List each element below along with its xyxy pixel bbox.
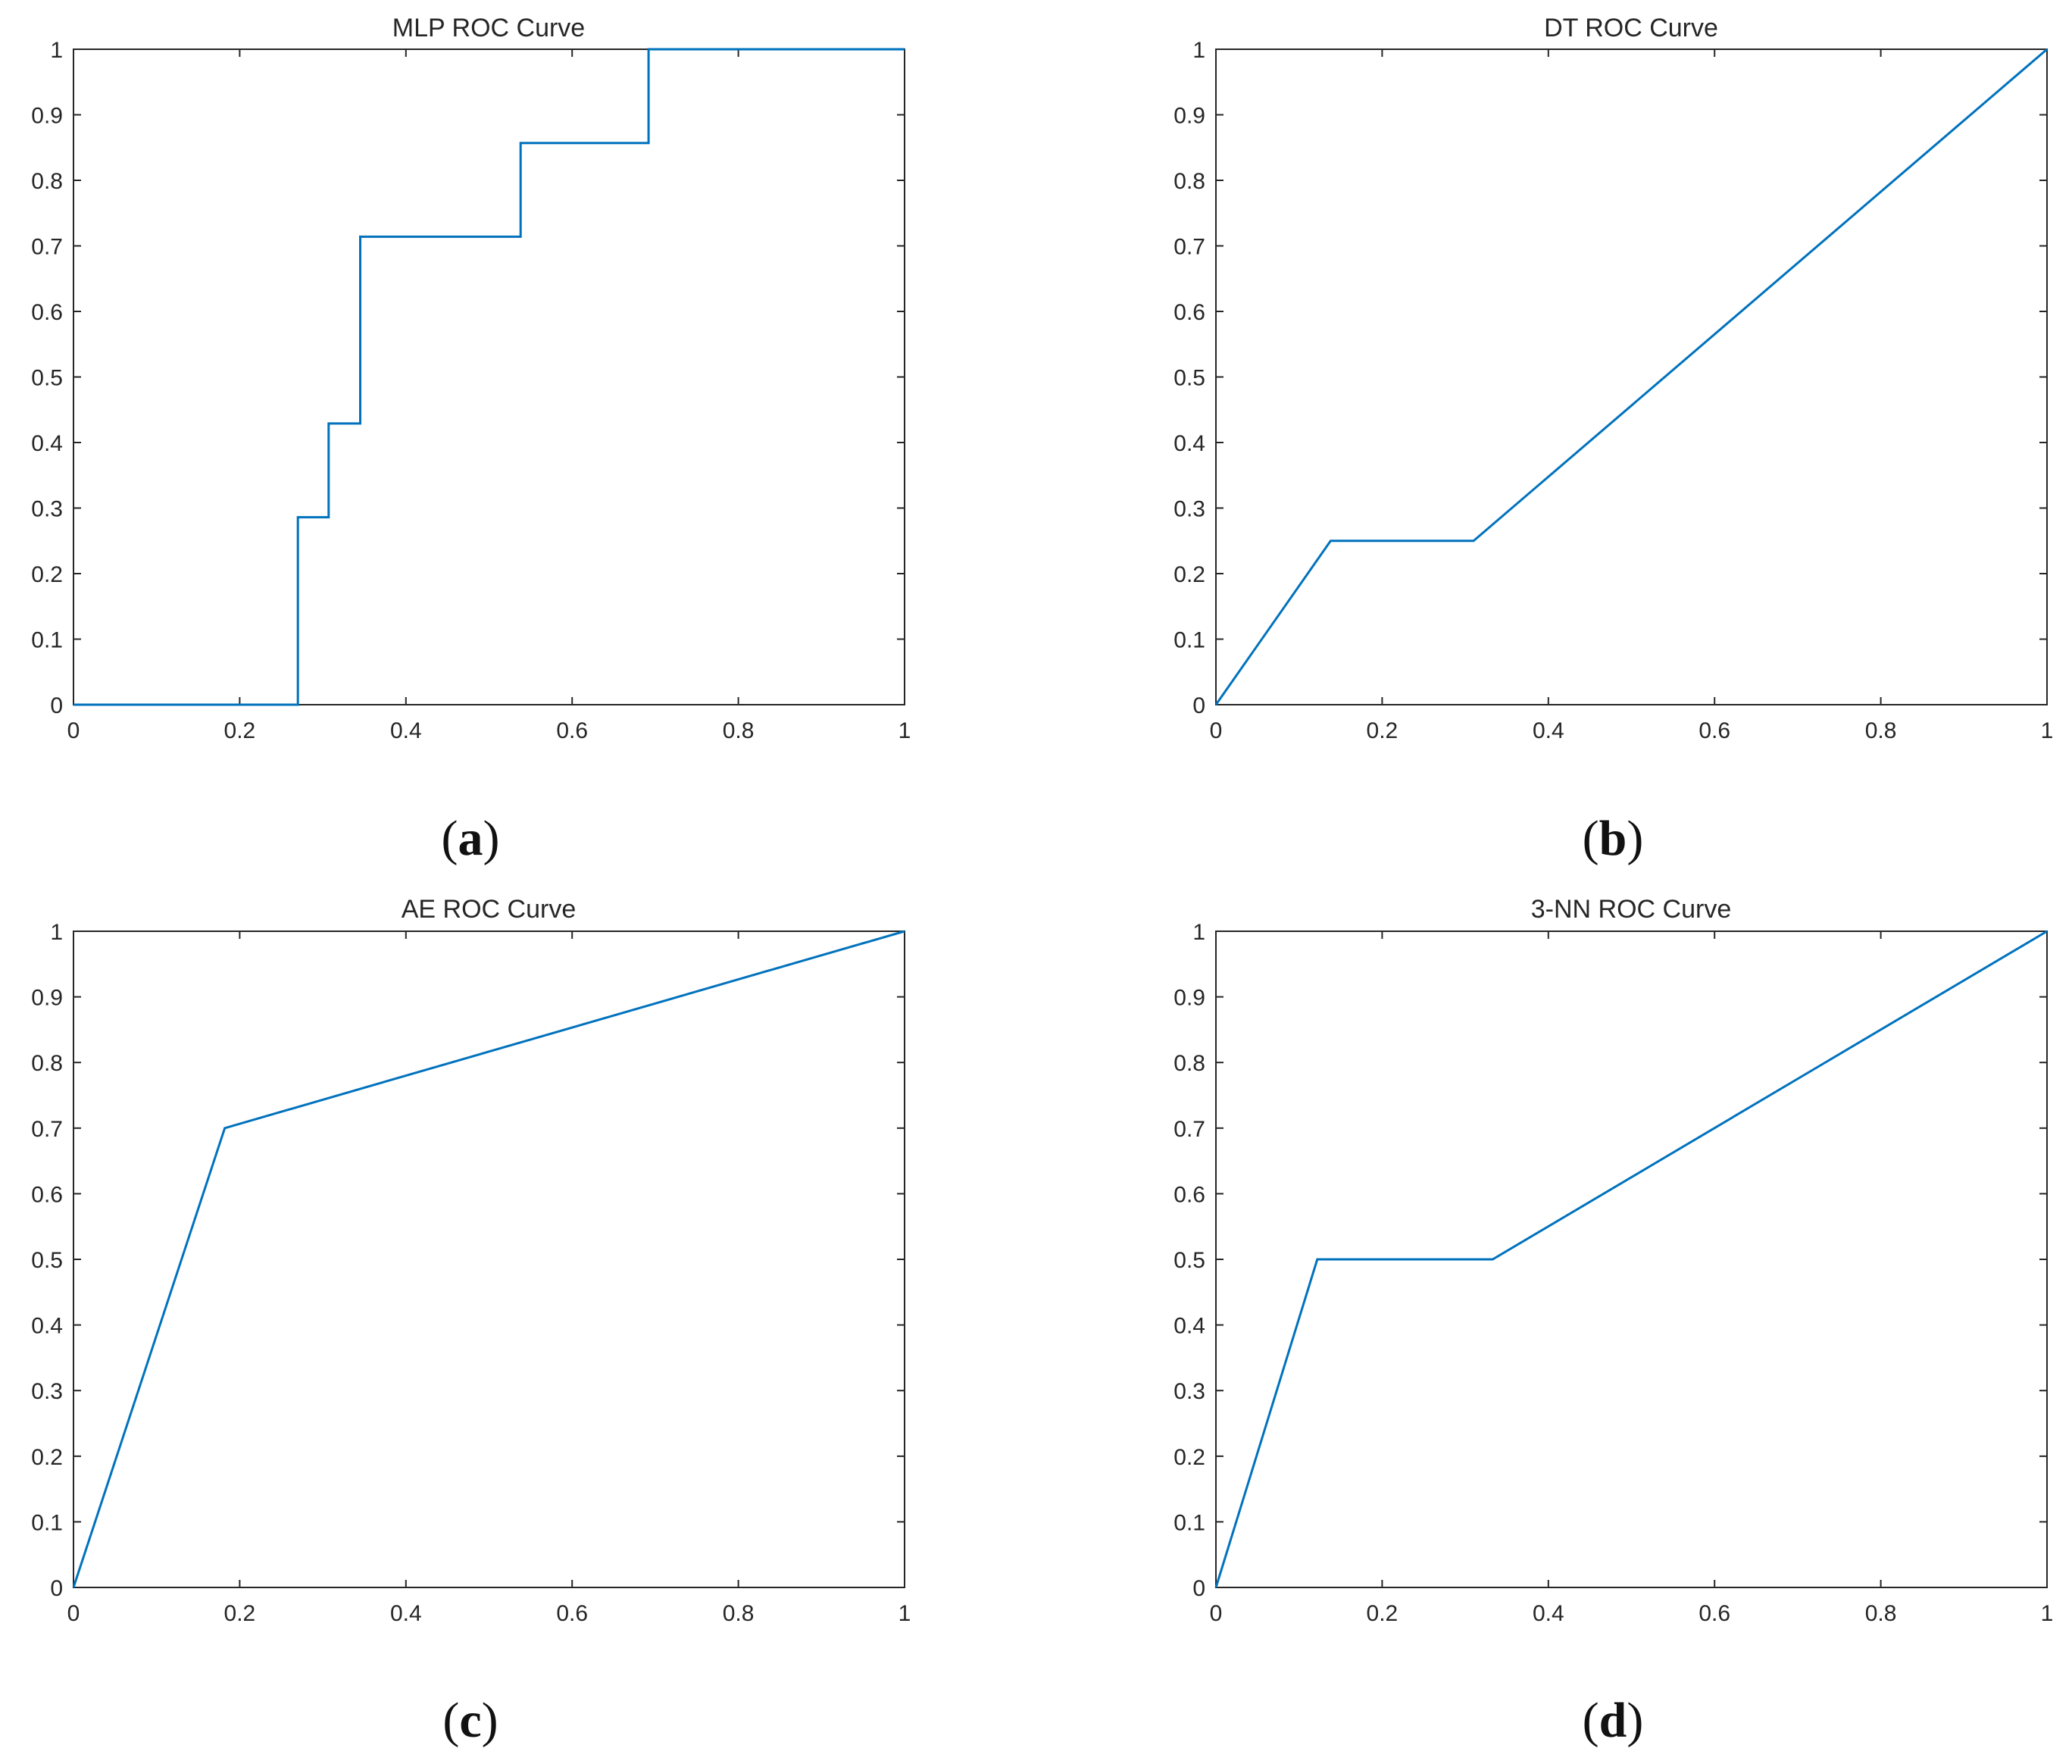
y-tick-label: 0 [50,693,63,718]
y-tick-label: 0.6 [1174,1182,1205,1207]
y-tick-label: 0.5 [1174,366,1205,391]
x-tick-label: 0.6 [556,1601,588,1626]
panel-caption-b: (b) [1583,811,1644,866]
x-tick-label: 0.6 [1699,1601,1730,1626]
y-tick-label: 0.6 [31,300,63,325]
caption-letter: b [1599,811,1627,866]
x-tick-label: 0.6 [556,718,588,743]
x-tick-label: 0.6 [1699,718,1730,743]
plot-area [73,48,905,705]
y-tick-label: 0.5 [31,366,63,391]
y-tick-label: 0.2 [1174,562,1205,587]
x-tick-label: 0 [1210,718,1223,743]
y-tick-label: 1 [1192,920,1205,945]
chart-title: AE ROC Curve [402,895,577,924]
y-tick-label: 0.7 [31,235,63,260]
chart-panel-d: 3-NN ROC Curve 0 0.2 0.4 0.6 0.8 1 0 0.1 0.2 0.3 0… [1174,895,2053,1748]
y-tick-label: 0 [1192,1576,1205,1601]
y-tick-label: 0.3 [1174,1379,1205,1404]
y-tick-label: 0.1 [1174,628,1205,653]
y-tick-label: 0.1 [31,1510,63,1535]
x-tick-label: 0.2 [1367,1601,1399,1626]
panel-caption-c: (c) [442,1693,498,1748]
y-tick-label: 0.6 [31,1182,63,1207]
x-tick-label: 0.8 [1865,718,1897,743]
y-tick-label: 0.7 [31,1117,63,1142]
x-tick-label: 0.2 [224,718,256,743]
y-tick-label: 0.2 [31,1445,63,1470]
x-tick-label: 1 [2041,1601,2054,1626]
x-tick-label: 0.8 [723,718,755,743]
y-tick-label: 0.8 [1174,169,1205,194]
y-tick-label: 0.3 [1174,497,1205,522]
x-tick-label: 1 [898,718,911,743]
x-tick-label: 0.2 [1367,718,1399,743]
x-tick-label: 0 [1210,1601,1223,1626]
x-tick-label: 1 [898,1601,911,1626]
y-tick-label: 0.8 [31,169,63,194]
y-tick-label: 0.9 [31,104,63,129]
y-tick-label: 0.4 [1174,1314,1205,1339]
y-tick-label: 0.9 [31,986,63,1011]
y-tick-label: 0.3 [31,1379,63,1404]
caption-letter: c [459,1693,481,1748]
y-tick-label: 0.7 [1174,235,1205,260]
y-tick-label: 0.8 [1174,1051,1205,1076]
x-tick-label: 0.4 [1533,1601,1564,1626]
roc-series-line [1214,48,2048,705]
y-tick-label: 0.5 [31,1248,63,1273]
y-tick-label: 0.2 [1174,1445,1205,1470]
chart-title: 3-NN ROC Curve [1531,895,1731,924]
x-tick-label: 0.8 [723,1601,755,1626]
caption-letter: d [1599,1693,1627,1748]
roc-series-line [73,48,905,706]
y-tick-label: 0 [1192,693,1205,718]
chart-panel-b: DT ROC Curve 0 0.2 0.4 0.6 0.8 1 0 0.1 0.2 0.3 0.4… [1174,14,2053,866]
panel-caption-d: (d) [1583,1693,1644,1748]
roc-series-line [1214,930,2048,1588]
x-tick-label: 0.8 [1865,1601,1897,1626]
roc-series-line [72,930,905,1588]
y-tick-label: 0.4 [31,431,63,456]
x-tick-label: 0.4 [390,1601,422,1626]
plot-area [1215,930,2048,1588]
chart-title: DT ROC Curve [1544,14,1718,42]
y-tick-label: 0.6 [1174,300,1205,325]
x-tick-label: 0 [67,1601,80,1626]
chart-title: MLP ROC Curve [392,14,585,42]
y-tick-label: 0.4 [1174,431,1205,456]
x-tick-label: 0.2 [224,1601,256,1626]
y-tick-label: 0.3 [31,497,63,522]
y-tick-label: 0.1 [31,628,63,653]
x-tick-label: 1 [2041,718,2054,743]
y-tick-label: 1 [50,920,63,945]
chart-panel-a: MLP ROC Curve 0 0.2 0.4 0.6 0.8 1 0 0.1 0.2 0.3 0.… [31,14,911,866]
y-tick-label: 0.7 [1174,1117,1205,1142]
y-tick-label: 1 [1192,38,1205,63]
x-tick-label: 0.4 [1533,718,1564,743]
y-tick-label: 0.2 [31,562,63,587]
y-tick-label: 0.9 [1174,104,1205,129]
y-tick-label: 0.1 [1174,1510,1205,1535]
x-tick-label: 0.4 [390,718,422,743]
caption-letter: a [458,811,483,866]
y-tick-label: 0.4 [31,1314,63,1339]
y-tick-label: 1 [50,38,63,63]
panel-caption-a: (a) [442,811,500,866]
plot-area [1215,48,2048,705]
y-tick-label: 0.8 [31,1051,63,1076]
y-tick-label: 0 [50,1576,63,1601]
chart-panel-c: AE ROC Curve 0 0.2 0.4 0.6 0.8 1 0 0.1 0.2 0.3 0.4… [31,895,911,1748]
y-tick-label: 0.5 [1174,1248,1205,1273]
y-tick-label: 0.9 [1174,986,1205,1011]
plot-area [73,930,905,1588]
x-tick-label: 0 [67,718,80,743]
